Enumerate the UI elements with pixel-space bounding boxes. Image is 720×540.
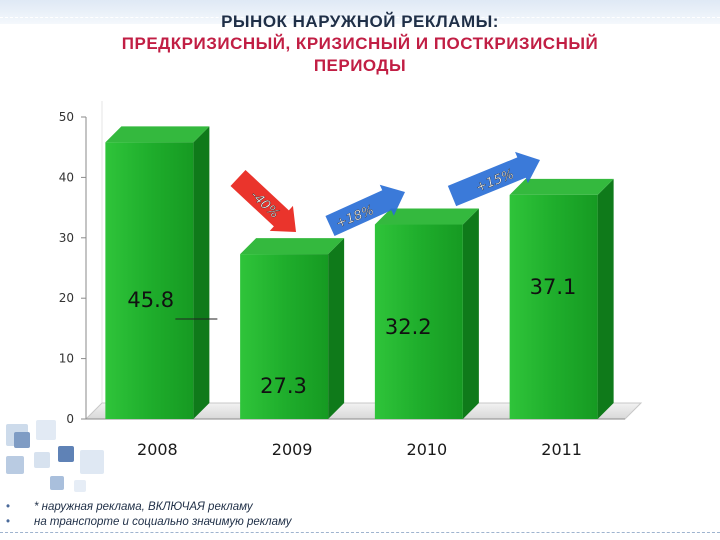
- bar-side: [328, 238, 345, 419]
- arrow-shape: [230, 169, 296, 232]
- bar-2008: [105, 126, 210, 420]
- title-line-1: РЫНОК НАРУЖНОЙ РЕКЛАМЫ:: [221, 12, 499, 31]
- bar-side: [597, 178, 614, 419]
- footnote-line-2: на транспорте и социально значимую рекла…: [34, 516, 292, 528]
- bar-top: [509, 178, 614, 195]
- y-tick-label: 30: [59, 231, 74, 245]
- footnote-line-1: * наружная реклама, ВКЛЮЧАЯ рекламу: [34, 501, 253, 513]
- y-tick-label: 20: [59, 291, 74, 305]
- data-label: 32.2: [385, 315, 432, 339]
- title-line-2: ПРЕДКРИЗИСНЫЙ, КРИЗИСНЫЙ И ПОСТКРИЗИСНЫЙ: [121, 34, 599, 53]
- bar-top: [105, 126, 210, 143]
- bar-side: [193, 126, 210, 420]
- decor-square: [74, 480, 86, 492]
- bar-front: [240, 254, 329, 419]
- decor-square: [50, 476, 64, 490]
- change-arrow: -40%: [230, 169, 296, 232]
- data-label: 27.3: [260, 374, 307, 398]
- y-tick-label: 0: [66, 412, 74, 426]
- bar-2010: [374, 208, 479, 419]
- decor-square: [34, 452, 50, 468]
- y-tick-label: 50: [59, 110, 74, 124]
- header-dashed-line: [0, 17, 720, 18]
- bar-2011: [509, 178, 614, 419]
- data-label: 45.8: [127, 288, 174, 312]
- decor-square: [14, 432, 30, 448]
- decor-square: [36, 420, 56, 440]
- decor-square: [58, 446, 74, 462]
- footnote-bullet: •: [6, 501, 11, 513]
- decor-square: [6, 456, 24, 474]
- bar-front: [509, 194, 598, 419]
- header-band: [0, 0, 720, 24]
- title-line-3: ПЕРИОДЫ: [313, 56, 407, 75]
- x-tick-label: 2008: [137, 440, 178, 459]
- bar-front: [374, 224, 463, 419]
- footnote: • * наружная реклама, ВКЛЮЧАЯ рекламу • …: [6, 500, 292, 530]
- arrow-shape: [447, 151, 540, 207]
- x-tick-label: 2010: [407, 440, 448, 459]
- decor-square: [80, 450, 104, 474]
- y-tick-label: 10: [59, 352, 74, 366]
- footnote-bullet: •: [6, 516, 11, 528]
- bar-side: [462, 208, 479, 419]
- x-tick-label: 2011: [541, 440, 582, 459]
- bar-2009: [240, 238, 345, 419]
- arrow-shape: [325, 184, 405, 237]
- bar-front: [105, 142, 194, 420]
- bar-top: [240, 238, 345, 255]
- data-label: 37.1: [530, 275, 577, 299]
- bar-top: [374, 208, 479, 225]
- footer-dashed-line: [0, 532, 720, 533]
- y-tick-label: 40: [59, 170, 74, 184]
- x-tick-label: 2009: [272, 440, 313, 459]
